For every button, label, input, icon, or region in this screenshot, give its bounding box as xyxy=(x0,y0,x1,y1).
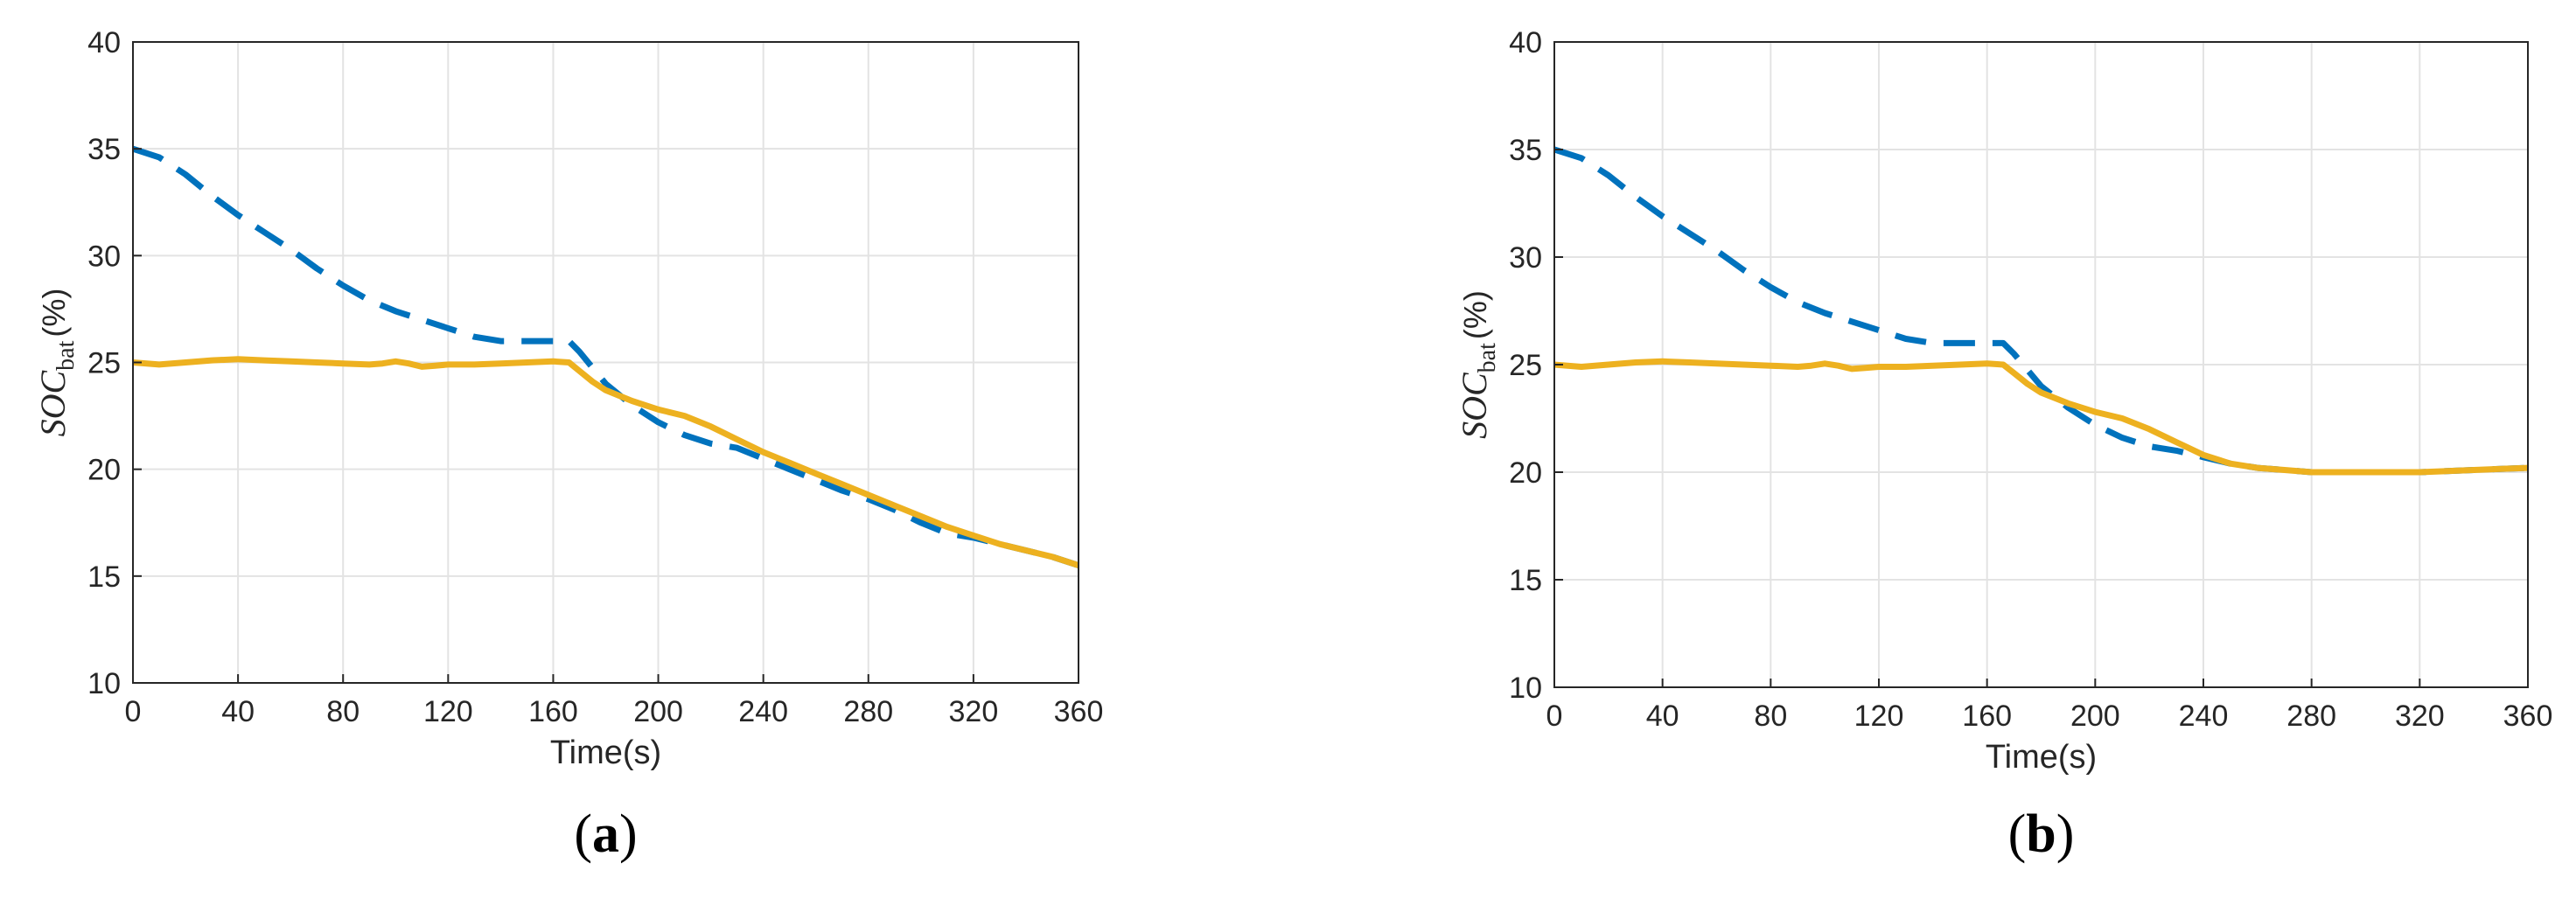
y-tick-label: 25 xyxy=(1509,349,1542,382)
x-tick-label: 0 xyxy=(125,695,142,728)
x-axis-label: Time(s) xyxy=(1986,739,2097,776)
caption-letter: b xyxy=(2026,804,2056,864)
x-tick-label: 280 xyxy=(2286,700,2336,733)
x-tick-label: 200 xyxy=(2070,700,2120,733)
caption-close-paren: ) xyxy=(619,804,638,864)
y-axis-label-unit: (%) xyxy=(1457,290,1493,339)
x-tick-label: 200 xyxy=(633,695,683,728)
x-tick-label: 40 xyxy=(221,695,255,728)
y-tick-label: 10 xyxy=(1509,672,1542,705)
x-tick-label: 280 xyxy=(843,695,893,728)
x-tick-label: 360 xyxy=(1054,695,1104,728)
panel-caption: (b) xyxy=(2008,804,2075,864)
x-tick-label: 40 xyxy=(1646,700,1679,733)
x-tick-label: 240 xyxy=(2179,700,2229,733)
caption-open-paren: ( xyxy=(574,804,592,864)
y-axis-label-main: SOC xyxy=(33,370,73,437)
y-axis-label-subscript: bat xyxy=(52,340,80,370)
chart-panel-a: 0 40 80 120 160 200 240 280 320 360 10 15 20 25 30 35 40… xyxy=(33,26,1103,864)
chart-panel-b: 0 40 80 120 160 200 240 280 320 360 10 15 20 25 30 35 40… xyxy=(1455,26,2552,864)
x-tick-label: 360 xyxy=(2503,700,2553,733)
x-tick-label: 320 xyxy=(949,695,999,728)
caption-letter: a xyxy=(592,804,619,864)
caption-open-paren: ( xyxy=(2008,804,2027,864)
y-axis-label: SOCbat (%) xyxy=(1455,290,1501,439)
y-tick-label: 30 xyxy=(87,240,121,273)
y-tick-label: 25 xyxy=(87,347,121,380)
y-axis-label: SOCbat(%) xyxy=(33,289,80,437)
x-tick-label: 320 xyxy=(2395,700,2445,733)
y-tick-label: 10 xyxy=(87,667,121,700)
x-tick-label: 80 xyxy=(326,695,360,728)
x-tick-label: 120 xyxy=(423,695,473,728)
series-line-solid xyxy=(132,356,1080,568)
y-tick-label: 40 xyxy=(1509,26,1542,59)
y-tick-label: 35 xyxy=(87,133,121,166)
panel-caption: (a) xyxy=(574,804,637,864)
y-axis-label-main: SOC xyxy=(1455,372,1494,439)
x-tick-label: 160 xyxy=(528,695,578,728)
y-tick-label: 20 xyxy=(1509,456,1542,490)
y-tick-label: 15 xyxy=(87,560,121,594)
x-tick-label: 160 xyxy=(1962,700,2012,733)
x-axis-label: Time(s) xyxy=(550,734,661,771)
caption-close-paren: ) xyxy=(2056,804,2075,864)
y-axis-label-unit: (%) xyxy=(36,289,72,338)
y-tick-label: 15 xyxy=(1509,564,1542,597)
y-axis-label-subscript: bat xyxy=(1474,343,1501,372)
y-tick-label: 20 xyxy=(87,454,121,487)
y-tick-label: 35 xyxy=(1509,134,1542,167)
x-tick-label: 0 xyxy=(1546,700,1563,733)
x-tick-label: 240 xyxy=(738,695,788,728)
series-line-dashed xyxy=(1553,146,2529,476)
x-tick-label: 120 xyxy=(1854,700,1904,733)
x-tick-label: 80 xyxy=(1754,700,1787,733)
y-tick-label: 30 xyxy=(1509,241,1542,275)
series-line-solid xyxy=(1553,358,2529,476)
series-line-dashed xyxy=(131,145,1080,568)
y-tick-label: 40 xyxy=(87,26,121,59)
